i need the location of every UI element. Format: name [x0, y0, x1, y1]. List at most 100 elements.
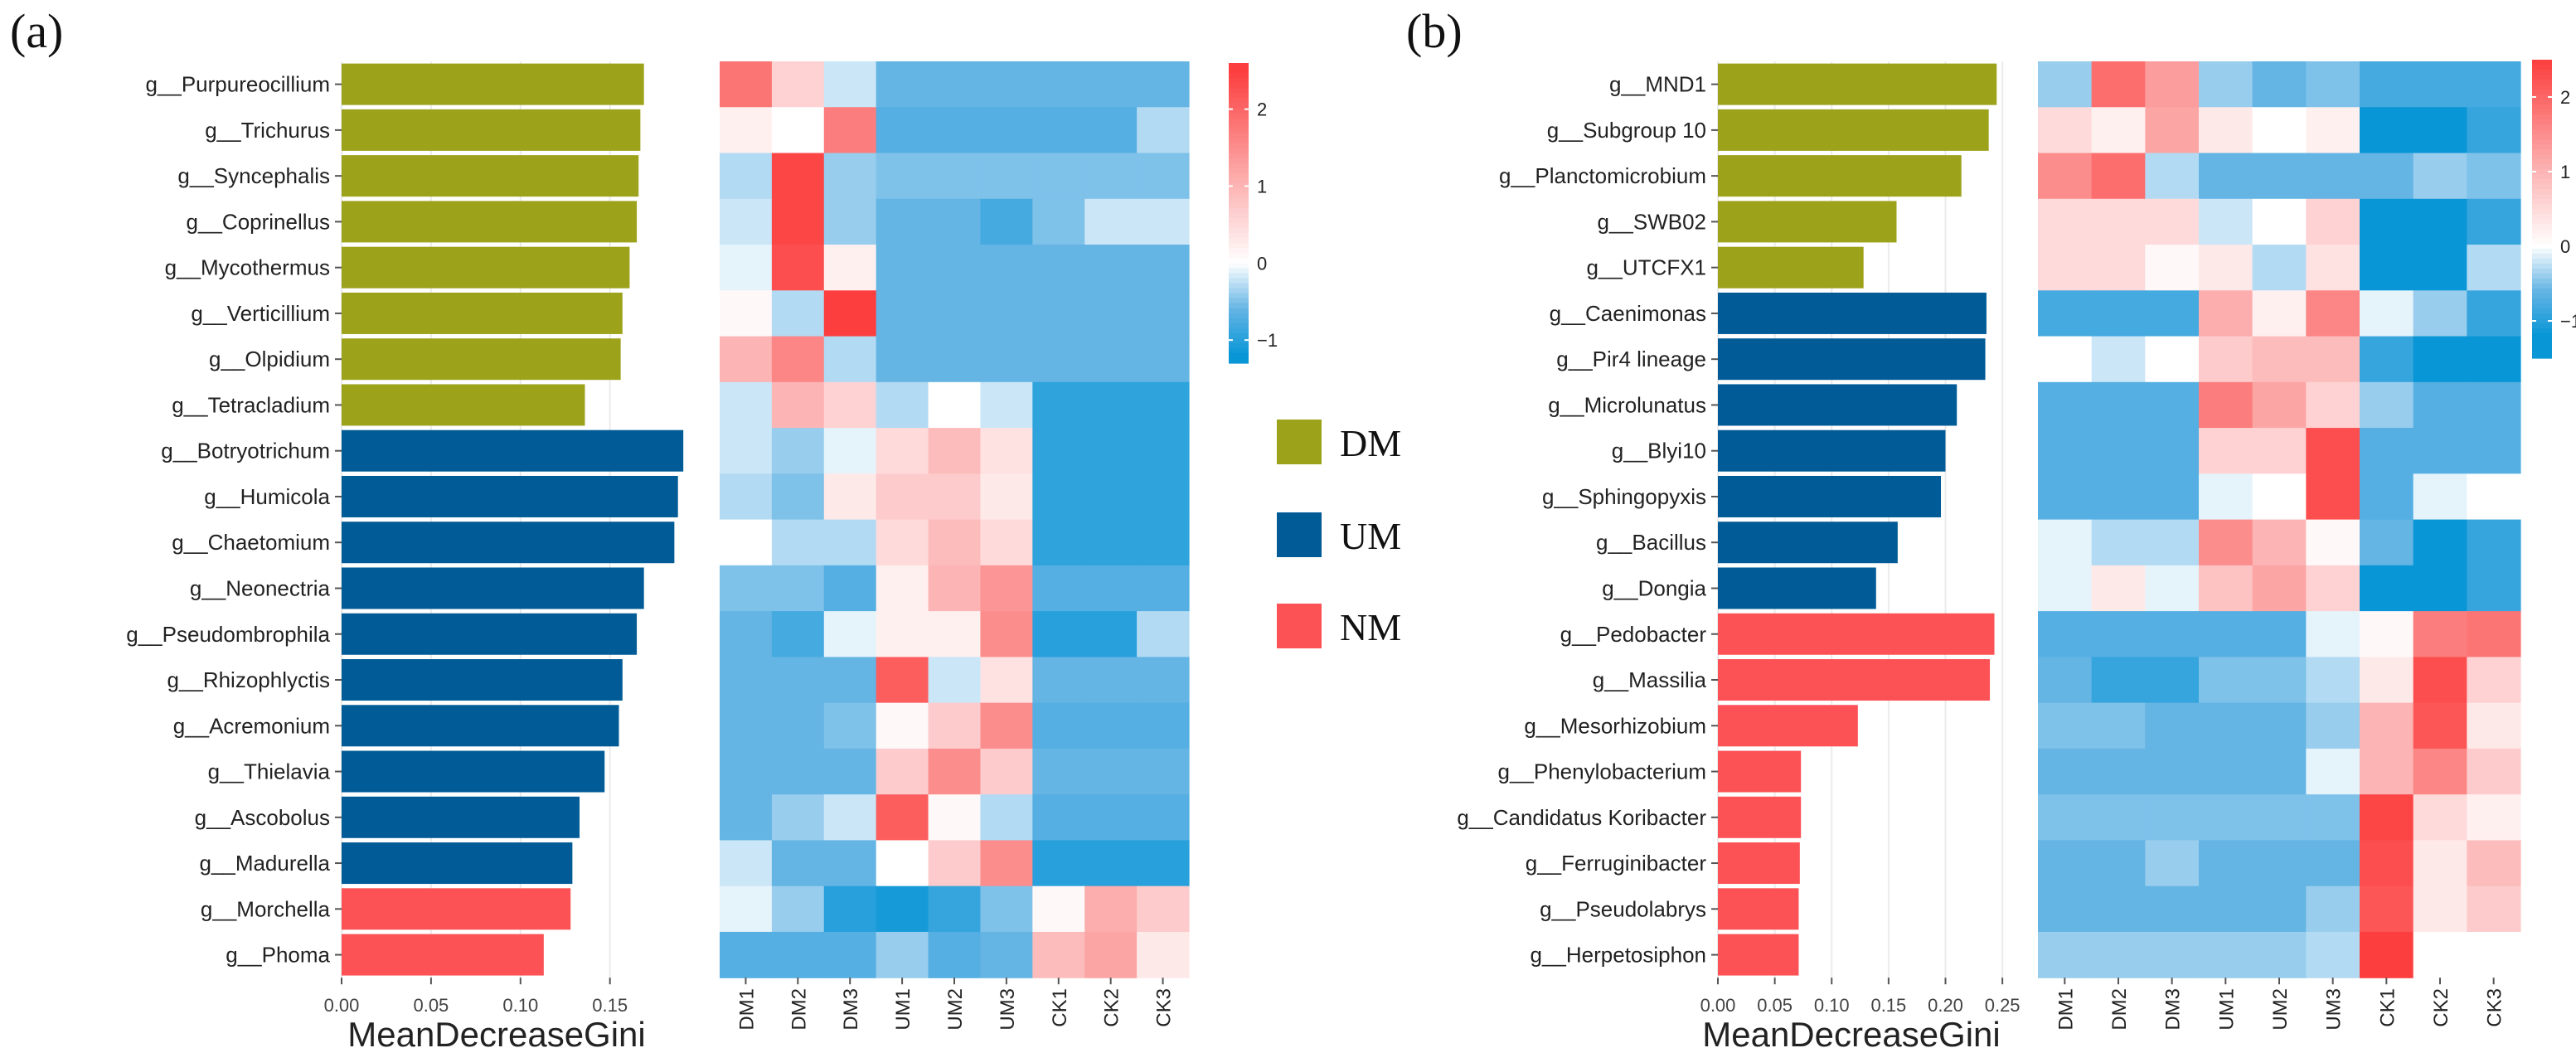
heat-b-cell	[2306, 748, 2360, 795]
bar-a-bar	[342, 567, 644, 609]
heat-b-cell	[2360, 107, 2414, 154]
heat-a-cell	[720, 153, 773, 200]
heat-a-colorbar-segment	[1229, 318, 1249, 324]
bar-b-bar	[1718, 842, 1800, 885]
heat-a-cell	[928, 657, 982, 704]
heat-a-cell	[720, 519, 773, 566]
heat-a-colorbar-segment	[1229, 197, 1249, 204]
heat-b-cell	[2145, 611, 2200, 657]
heat-a-column-label: CK1	[1049, 988, 1071, 1027]
bar-b-bar	[1718, 934, 1799, 976]
heat-b-cell	[2413, 336, 2467, 383]
heat-b-cell	[2306, 153, 2360, 200]
heat-a-cell	[1084, 428, 1138, 474]
heat-b-cell	[2413, 245, 2467, 291]
bar-b-category-label: g__Candidatus Koribacter	[1457, 805, 1706, 830]
heat-a-cell	[1137, 153, 1190, 200]
heat-b-cell	[2467, 107, 2521, 154]
heat-b-cell	[2360, 840, 2414, 887]
heat-b-cell	[2252, 428, 2307, 474]
heat-b-cell	[2252, 336, 2307, 383]
heat-a-column-label: UM1	[892, 988, 914, 1031]
bar-b-x-tick-label: 0.25	[1985, 995, 2021, 1016]
heat-a-colorbar-segment	[1229, 83, 1249, 89]
heat-a-cell	[823, 245, 877, 291]
heat-a-cell	[823, 473, 877, 521]
heat-b-cell	[2091, 473, 2146, 521]
heat-a-cell	[876, 198, 929, 245]
heat-b-cell	[2306, 657, 2360, 704]
heat-b-cell	[2306, 794, 2360, 842]
heat-a-cell	[823, 565, 877, 612]
heat-b-colorbar-segment	[2532, 104, 2552, 110]
heat-b-cell	[2306, 885, 2360, 933]
heat-a-cell	[771, 290, 825, 337]
heat-a-cell	[876, 702, 929, 750]
heat-b-colorbar-segment	[2532, 323, 2552, 329]
heat-b-cell	[2145, 794, 2200, 842]
heat-b-cell	[2360, 153, 2414, 200]
heat-a-cell	[980, 565, 1033, 612]
bar-b-bar	[1718, 475, 1942, 517]
bar-a-bar	[342, 475, 678, 517]
heat-a-cell	[1032, 61, 1085, 108]
heat-b-cell	[2467, 748, 2521, 795]
heat-b-cell	[2306, 519, 2360, 566]
heat-a-colorbar-segment	[1229, 218, 1249, 224]
heat-a-cell	[928, 381, 982, 429]
heat-a-colorbar-segment	[1229, 68, 1249, 74]
bar-b-category-label: g__Sphingopyxis	[1542, 484, 1706, 509]
heat-b-cell	[2038, 885, 2093, 933]
heat-a-cell	[980, 245, 1033, 291]
heat-a-cell	[1137, 657, 1190, 704]
heat-b-colorbar-segment	[2532, 284, 2552, 289]
panel-label-a: (a)	[10, 4, 64, 58]
heat-a-column-label: CK3	[1153, 988, 1176, 1027]
heat-b-cell	[2038, 428, 2093, 474]
heat-a-colorbar-segment	[1229, 228, 1249, 234]
heat-b-colorbar-segment	[2532, 274, 2552, 279]
heat-b-cell	[2199, 245, 2253, 291]
heat-b-cell	[2091, 657, 2146, 704]
heat-b-colorbar-segment	[2532, 219, 2552, 225]
heat-a-cell	[876, 61, 929, 108]
heat-b-cell	[2038, 198, 2093, 245]
heat-b-cell	[2467, 290, 2521, 337]
heat-b-cell	[2145, 61, 2200, 108]
heat-a-colorbar-segment	[1229, 233, 1249, 239]
heat-b-cell	[2145, 657, 2200, 704]
heat-b-cell	[2360, 290, 2414, 337]
heat-b-cell	[2145, 840, 2200, 887]
heat-b-cell	[2360, 702, 2414, 750]
heat-a-cell	[876, 245, 929, 291]
heat-b-cell	[2145, 885, 2200, 933]
heat-b-column-label: DM3	[2162, 988, 2185, 1031]
heat-b-colorbar-segment	[2532, 308, 2552, 314]
heat-b-column-label: UM1	[2215, 988, 2238, 1031]
heat-a-cell	[980, 107, 1033, 154]
heat-a-cell	[980, 931, 1033, 978]
bar-a-bar	[342, 750, 605, 793]
heat-a-cell	[928, 107, 982, 154]
heat-b-cell	[2413, 473, 2467, 521]
heat-a-cell	[771, 885, 825, 933]
heat-a-cell	[1032, 931, 1085, 978]
heat-b-colorbar-tick-label: 0	[2560, 236, 2570, 257]
heat-a-cell	[720, 794, 773, 842]
heat-b-colorbar-tick-label: −1	[2560, 311, 2576, 332]
heat-a-cell	[823, 748, 877, 795]
heat-b-cell	[2038, 336, 2093, 383]
bar-b-category-label: g__Caenimonas	[1550, 301, 1706, 326]
heat-b-cell	[2306, 611, 2360, 657]
heat-a-colorbar-segment	[1229, 172, 1249, 179]
bar-b-category-label: g__Pedobacter	[1560, 622, 1707, 647]
heat-b-cell	[2467, 473, 2521, 521]
heat-a-cell	[876, 657, 929, 704]
bar-a-category-label: g__Ascobolus	[195, 805, 330, 830]
heat-a-colorbar-segment	[1229, 63, 1249, 69]
heat-a-colorbar-segment	[1229, 258, 1249, 264]
heat-b-cell	[2306, 290, 2360, 337]
heat-b-cell	[2145, 381, 2200, 429]
heat-b-cell	[2467, 702, 2521, 750]
heat-a-cell	[1137, 245, 1190, 291]
